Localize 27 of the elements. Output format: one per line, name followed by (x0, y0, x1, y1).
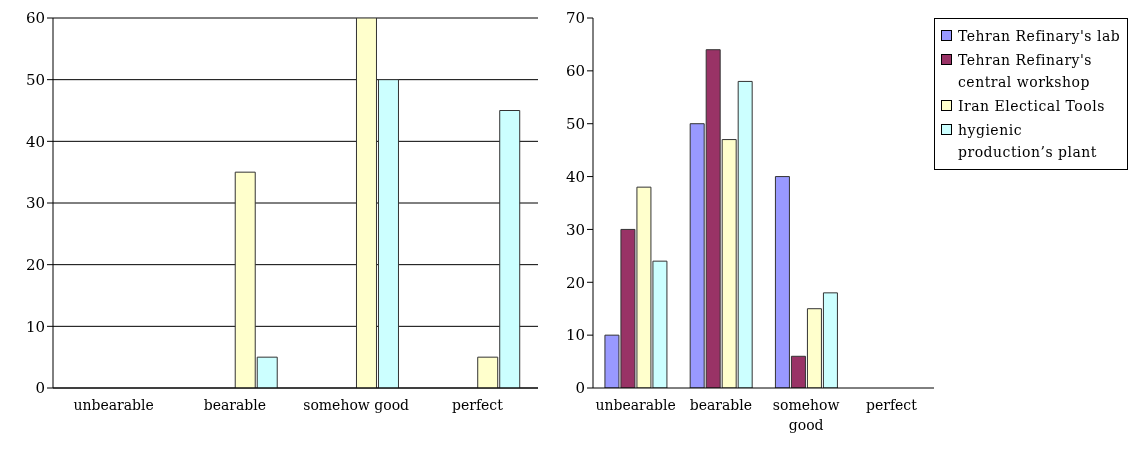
y-tick-label: 20 (25, 255, 45, 274)
legend-label: Tehran Refinary's lab (958, 27, 1121, 46)
x-tick-label: perfect (865, 397, 918, 413)
y-tick-label: 40 (565, 167, 585, 186)
y-tick-label: 50 (565, 115, 585, 134)
y-tick-label: 60 (25, 9, 45, 28)
y-tick-label: 40 (25, 132, 45, 151)
legend-label: Tehran Refinary's central workshop (958, 51, 1094, 92)
x-tick-label: unbearable (595, 397, 676, 413)
y-tick-label: 10 (565, 326, 585, 345)
y-tick-label: 10 (25, 317, 45, 336)
x-tick-label: perfect (451, 397, 504, 413)
x-tick-label: unbearable (73, 397, 154, 413)
x-tick-label: somehow good (303, 397, 410, 413)
legend-label: Iran Electical Tools (958, 97, 1105, 116)
y-tick-label: 70 (565, 9, 585, 28)
legend-label: hygienic production’s plant (958, 121, 1098, 162)
x-tick-label: bearable (203, 397, 267, 413)
y-tick-label: 30 (25, 194, 45, 213)
y-tick-label: 0 (35, 379, 45, 398)
y-tick-label: 60 (565, 62, 585, 81)
y-tick-label: 50 (25, 70, 45, 89)
y-tick-label: 20 (565, 273, 585, 292)
x-tick-label: bearable (689, 397, 753, 413)
y-tick-label: 0 (575, 379, 585, 398)
y-tick-label: 30 (565, 220, 585, 239)
x-tick-label: somehow good (772, 397, 840, 433)
